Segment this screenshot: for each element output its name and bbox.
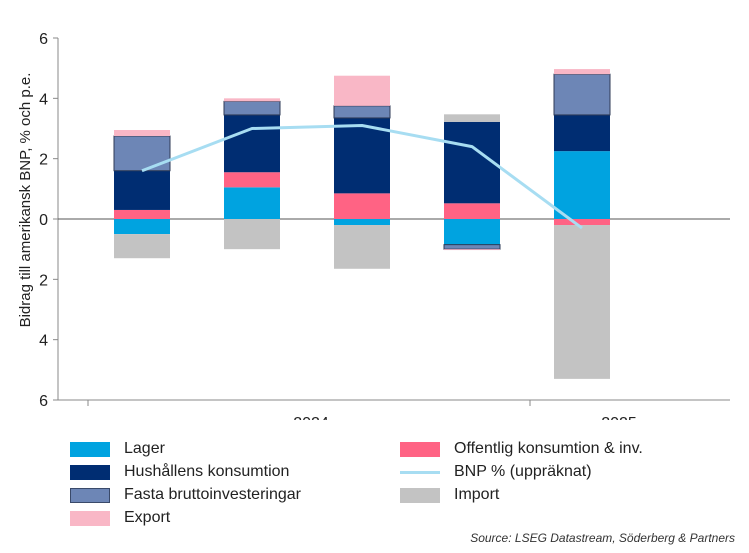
legend-swatch-offentlig — [400, 441, 440, 457]
bar-offentlig — [334, 193, 390, 219]
legend-swatch-export — [70, 510, 110, 526]
legend-swatch-import — [400, 487, 440, 503]
legend: Lager Hushållens konsumtion Fasta brutto… — [70, 438, 730, 534]
bar-fasta — [443, 244, 501, 250]
bar-export — [554, 69, 610, 75]
legend-label-offentlig: Offentlig konsumtion & inv. — [454, 440, 643, 457]
y-tick-label: 6 — [39, 31, 48, 48]
bar-import — [444, 114, 500, 122]
legend-label-fasta: Fasta bruttoinvesteringar — [124, 486, 301, 503]
bnp-line — [141, 123, 583, 230]
y-tick-label: 0 — [39, 212, 48, 229]
bar-import — [554, 225, 610, 379]
bar-fasta — [553, 73, 611, 116]
legend-label-import: Import — [454, 486, 500, 503]
bar-export — [334, 75, 390, 106]
bnp-series-line — [141, 123, 583, 230]
y-tick-label: 6 — [39, 393, 48, 410]
legend-label-hushall: Hushållens konsumtion — [124, 463, 290, 480]
x-tick-label: 2025 — [601, 415, 637, 420]
bar-export — [114, 130, 170, 137]
legend-swatch-bnp — [400, 470, 440, 474]
y-tick-label: 2 — [39, 272, 48, 289]
bar-export — [444, 249, 500, 251]
bar-fasta — [113, 135, 171, 172]
bar-hushall — [114, 170, 170, 210]
bar-fasta — [223, 100, 281, 116]
legend-swatch-lager — [70, 441, 110, 457]
legend-label-export: Export — [124, 509, 171, 526]
bar-lager — [554, 151, 610, 219]
tick-labels: 642024620242025 — [39, 31, 637, 420]
legend-item-export: Export — [70, 507, 170, 529]
source-note: Source: LSEG Datastream, Söderberg & Par… — [470, 531, 735, 545]
bar-import — [224, 219, 280, 250]
bar-lager — [334, 219, 390, 226]
bar-hushall — [224, 114, 280, 173]
y-tick-label: 4 — [39, 333, 48, 350]
bar-lager — [444, 219, 500, 245]
legend-label-lager: Lager — [124, 440, 165, 457]
bar-offentlig — [554, 219, 610, 226]
legend-item-bnp: BNP % (uppräknat) — [400, 461, 592, 483]
legend-item-lager: Lager — [70, 438, 165, 460]
bar-import — [334, 225, 390, 269]
y-axis-label: Bidrag till amerikansk BNP, % och p.e. — [17, 73, 34, 328]
bar-offentlig — [224, 172, 280, 188]
legend-item-hushall: Hushållens konsumtion — [70, 461, 289, 483]
bar-offentlig — [444, 203, 500, 219]
y-tick-label: 2 — [39, 152, 48, 169]
bar-hushall — [444, 121, 500, 204]
bar-lager — [224, 187, 280, 219]
y-tick-label: 4 — [39, 91, 48, 108]
bar-hushall — [554, 114, 610, 152]
bars — [113, 69, 611, 379]
legend-item-import: Import — [400, 484, 499, 506]
bar-offentlig — [114, 209, 170, 219]
chart: 642024620242025 Bidrag till amerikansk B… — [17, 31, 730, 420]
bar-export — [224, 98, 280, 102]
legend-item-fasta: Fasta bruttoinvesteringar — [70, 484, 301, 506]
bar-fasta — [333, 105, 391, 119]
legend-label-bnp: BNP % (uppräknat) — [454, 463, 592, 480]
legend-swatch-hushall — [70, 464, 110, 480]
bar-lager — [114, 219, 170, 235]
legend-item-offentlig: Offentlig konsumtion & inv. — [400, 438, 643, 460]
bar-import — [114, 234, 170, 259]
legend-swatch-fasta — [70, 487, 110, 503]
